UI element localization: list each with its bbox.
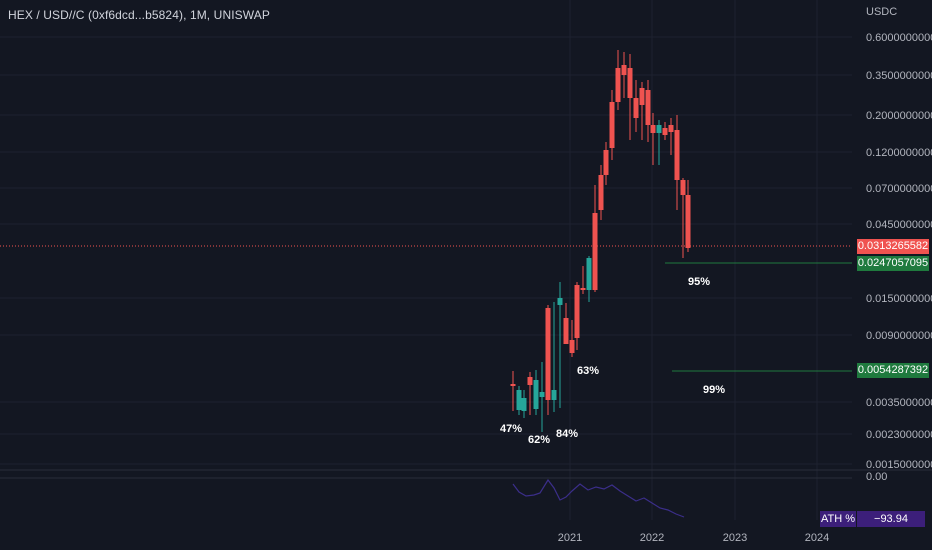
percent-annotation: 62% bbox=[528, 434, 550, 446]
price-axis-label: 0.6000000000 bbox=[866, 32, 932, 44]
candle-body bbox=[685, 195, 691, 248]
price-axis-label: 0.0023000000 bbox=[866, 429, 932, 441]
candle-body bbox=[557, 298, 563, 305]
candle-body bbox=[668, 125, 674, 132]
candle-body bbox=[533, 380, 539, 409]
chart-title[interactable]: HEX / USD//C (0xf6dcd...b5824), 1M, UNIS… bbox=[8, 8, 270, 22]
candle-body bbox=[569, 340, 575, 353]
candle-body bbox=[650, 125, 656, 133]
candlesticks bbox=[510, 50, 691, 432]
candle-body bbox=[680, 180, 686, 195]
candle-body bbox=[662, 128, 668, 135]
percent-annotation: 84% bbox=[556, 428, 578, 440]
percent-annotations: 47% 62% 84% 63% 95% 99% bbox=[500, 276, 725, 446]
candle-body bbox=[656, 125, 662, 133]
price-axis-label: 0.3500000000 bbox=[866, 70, 932, 82]
time-axis-labels: 2021 2022 2023 2024 bbox=[558, 532, 829, 544]
percent-annotation: 99% bbox=[703, 384, 725, 396]
price-axis-label: 0.0450000000 bbox=[866, 219, 932, 231]
level-price-badge: 0.0247057095 bbox=[857, 256, 929, 271]
candle-body bbox=[551, 390, 557, 400]
candle-body bbox=[586, 258, 592, 290]
indicator-zero-label: 0.00 bbox=[866, 471, 888, 483]
time-axis-label: 2023 bbox=[723, 532, 747, 544]
level-lines bbox=[0, 245, 852, 372]
last-price-badge: 0.0313265582 bbox=[857, 239, 929, 254]
candle-body bbox=[674, 130, 680, 180]
time-axis-label: 2022 bbox=[640, 532, 664, 544]
percent-annotation: 63% bbox=[577, 365, 599, 377]
candle-body bbox=[527, 377, 533, 385]
axis-unit-label: USDC bbox=[866, 6, 898, 18]
candle-body bbox=[510, 384, 516, 386]
price-axis-labels: 0.6000000000 0.3500000000 0.2000000000 0.12… bbox=[866, 32, 932, 471]
candle-body bbox=[539, 392, 545, 397]
candle-body bbox=[627, 68, 633, 98]
time-axis-label: 2024 bbox=[805, 532, 829, 544]
percent-annotation: 95% bbox=[688, 276, 710, 288]
candle-body bbox=[621, 65, 627, 75]
price-axis-label: 0.0035000000 bbox=[866, 397, 932, 409]
candle-body bbox=[592, 213, 598, 290]
ath-indicator-line bbox=[512, 478, 685, 518]
level-price-badge: 0.0054287392 bbox=[857, 363, 929, 378]
ath-label: ATH % bbox=[820, 511, 856, 527]
ath-value: −93.94 bbox=[857, 511, 925, 527]
candle-body bbox=[645, 90, 651, 125]
time-axis-label: 2021 bbox=[558, 532, 582, 544]
candle-body bbox=[563, 318, 569, 344]
candle-body bbox=[615, 68, 621, 102]
percent-annotation: 47% bbox=[500, 423, 522, 435]
candle-body bbox=[639, 88, 645, 105]
grid-lines bbox=[0, 0, 932, 520]
price-axis-label: 0.0090000000 bbox=[866, 330, 932, 342]
price-axis-label: 0.0150000000 bbox=[866, 293, 932, 305]
price-axis-label: 0.0015000000 bbox=[866, 459, 932, 471]
candle-body bbox=[580, 288, 586, 290]
candle-body bbox=[574, 285, 580, 338]
candle-body bbox=[609, 102, 615, 148]
candle-body bbox=[545, 308, 551, 400]
candle-body bbox=[521, 398, 527, 411]
candle-body bbox=[516, 390, 522, 410]
price-axis-label: 0.0700000000 bbox=[866, 183, 932, 195]
ath-indicator-pane bbox=[512, 478, 685, 518]
price-axis-label: 0.2000000000 bbox=[866, 110, 932, 122]
candle-body bbox=[633, 98, 639, 118]
candle-body bbox=[598, 175, 604, 210]
price-axis-label: 0.1200000000 bbox=[866, 147, 932, 159]
candle-body bbox=[603, 150, 609, 175]
